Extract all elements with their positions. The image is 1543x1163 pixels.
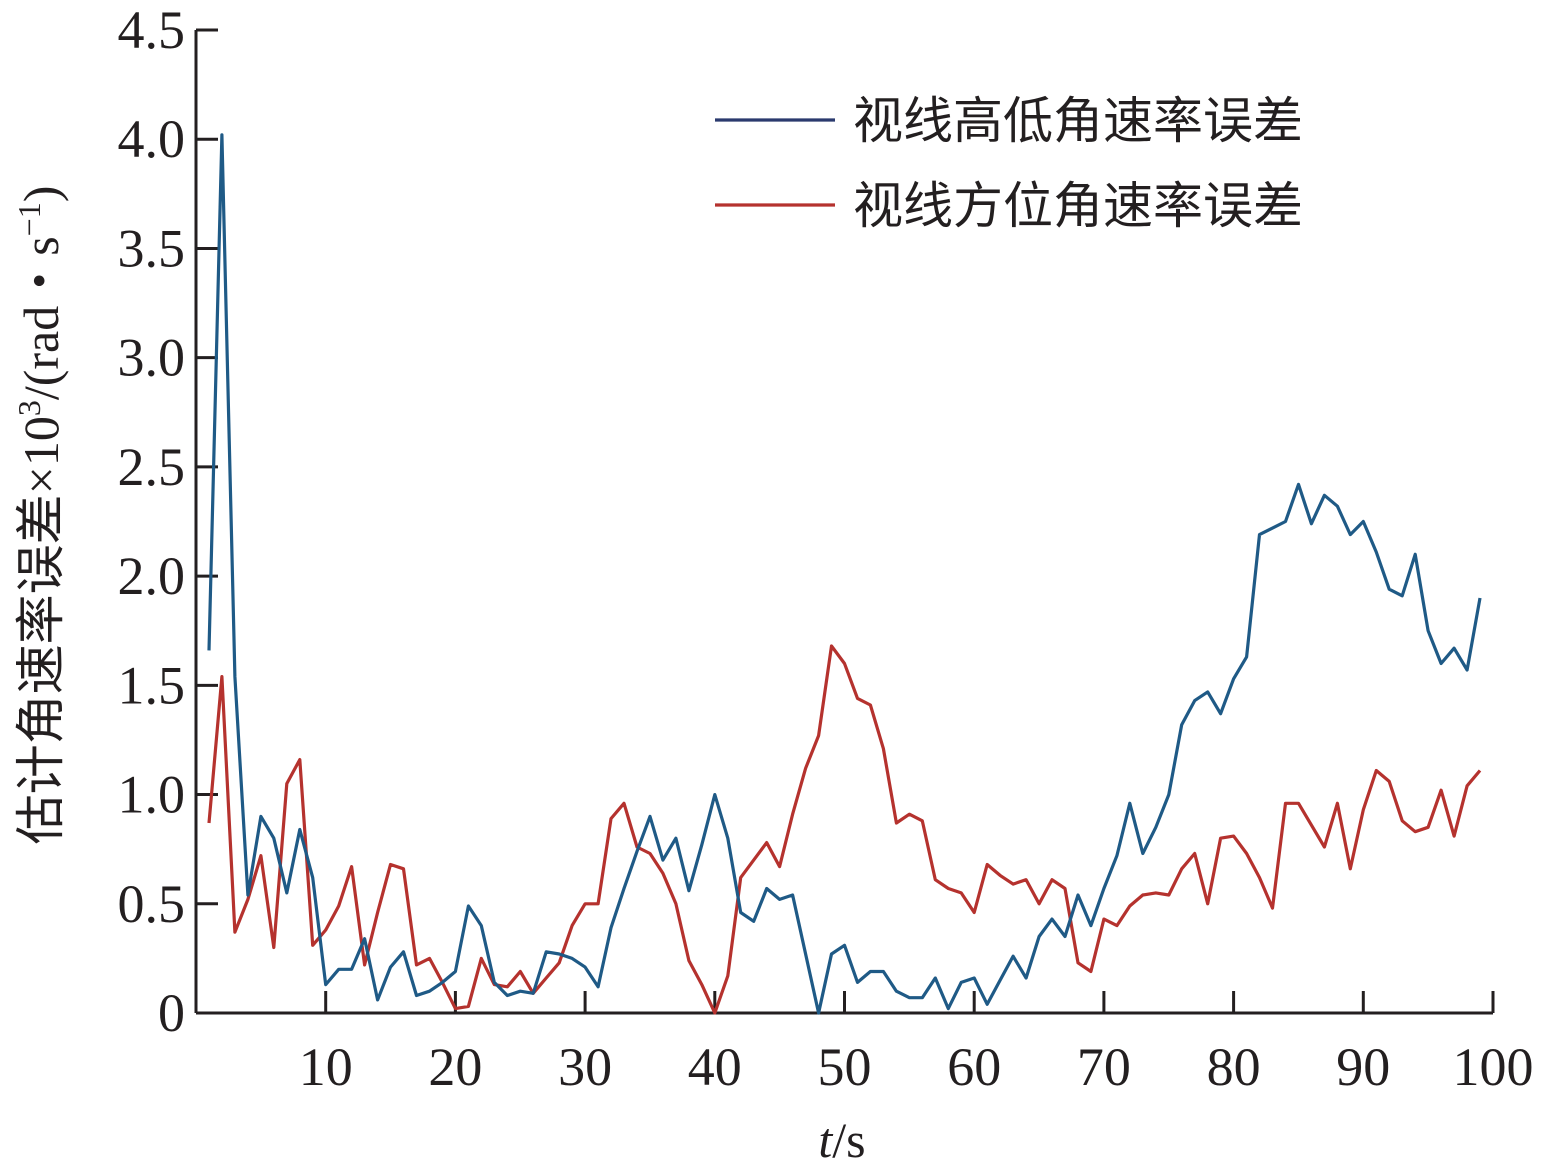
x-axis-title-unit: /s	[832, 1112, 865, 1163]
x-ticks: 10 20 30 40 50 60 70 80 90 100	[299, 991, 1534, 1097]
x-tick-label: 30	[558, 1037, 612, 1097]
x-tick-label: 70	[1077, 1037, 1131, 1097]
x-tick-label: 10	[299, 1037, 353, 1097]
series-line-azimuth	[207, 644, 1482, 1015]
y-axis-title-unit-exponent: −1	[11, 202, 47, 236]
y-tick-label: 2.0	[118, 546, 186, 606]
x-axis-title: t/s	[818, 1112, 865, 1163]
y-axis-title-exponent: 3	[11, 400, 47, 416]
y-tick-label: 1.5	[118, 655, 186, 715]
x-tick-label: 40	[688, 1037, 742, 1097]
y-tick-label: 4.5	[118, 0, 186, 60]
y-axis-title-close: )	[13, 186, 69, 203]
x-tick-label: 60	[947, 1037, 1001, 1097]
x-tick-label: 100	[1453, 1037, 1534, 1097]
y-tick-label: 1.0	[118, 765, 186, 825]
y-tick-label: 0	[158, 983, 185, 1043]
legend-label-elevation: 视线高低角速率误差	[853, 92, 1303, 150]
y-axis-title-main: 估计角速率误差×10	[13, 416, 69, 844]
y-tick-label: 3.5	[118, 218, 186, 278]
x-tick-label: 50	[818, 1037, 872, 1097]
x-axis-title-var: t	[818, 1112, 833, 1163]
y-axis-title: 估计角速率误差×103/(rad・s−1)	[11, 186, 69, 845]
x-tick-label: 20	[428, 1037, 482, 1097]
legend-label-azimuth: 视线方位角速率误差	[853, 177, 1303, 235]
y-tick-label: 4.0	[118, 109, 186, 169]
series-line-elevation	[207, 133, 1482, 1015]
y-tick-label: 2.5	[118, 437, 186, 497]
y-ticks: 0 0.5 1.0 1.5 2.0 2.5 3.0 3.5 4.0 4.5	[118, 0, 218, 1043]
series-layer	[207, 133, 1482, 1015]
y-tick-label: 3.0	[118, 328, 186, 388]
x-tick-label: 90	[1336, 1037, 1390, 1097]
legend: 视线高低角速率误差 视线方位角速率误差	[715, 92, 1303, 235]
y-axis-title-unit: /(rad・s	[13, 236, 69, 400]
x-tick-label: 80	[1207, 1037, 1261, 1097]
y-tick-label: 0.5	[118, 874, 186, 934]
